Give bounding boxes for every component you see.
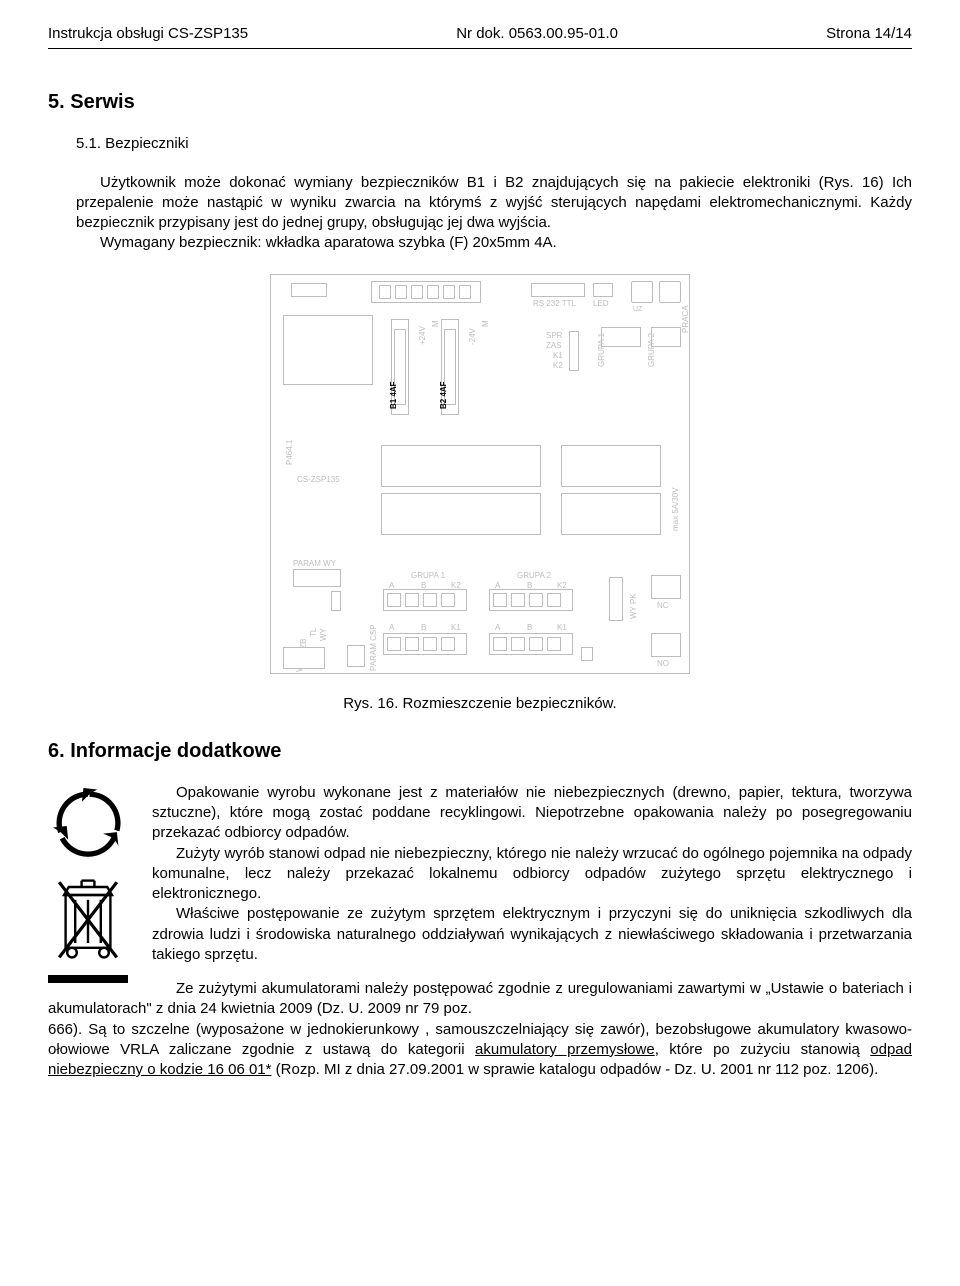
- section-6-p1: Opakowanie wyrobu wykonane jest z materi…: [48, 783, 912, 844]
- pcb-plus24v-label: +24V: [418, 326, 429, 345]
- pcb-praca-label: PRACA: [681, 305, 692, 333]
- pcb-max5a-label: max 5A/30V: [671, 487, 682, 531]
- pcb-p4641-label: P464.1: [285, 439, 296, 464]
- pcb-wy-label: WY: [319, 628, 330, 641]
- pcb-led-label: LED: [593, 299, 609, 310]
- section-6-p4c: akumulatory przemysłowe: [475, 1041, 655, 1058]
- pcb-k2-small-label: K2: [553, 361, 563, 372]
- pcb-minus24v-label: -24V: [468, 328, 479, 345]
- weee-bar-icon: [48, 975, 128, 983]
- section-6-p4d: , które po zużyciu stanowią: [655, 1041, 871, 1058]
- section-6-p4f: (Rozp. MI z dnia 27.09.2001 w sprawie ka…: [272, 1061, 879, 1078]
- pcb-cszsp-label: CS-ZSP135: [297, 475, 340, 486]
- section-6-p2: Zużyty wyrób stanowi odpad nie niebezpie…: [48, 844, 912, 905]
- section-6-title: 6. Informacje dodatkowe: [48, 738, 912, 765]
- pcb-fuse-b1-label: B1 4AF: [389, 381, 400, 409]
- pcb-nc-label: NC: [657, 601, 669, 612]
- pcb-uz-label: UZ: [633, 305, 642, 314]
- header-center: Nr dok. 0563.00.95-01.0: [456, 24, 618, 44]
- figure-caption: Rys. 16. Rozmieszczenie bezpieczników.: [48, 694, 912, 714]
- section-6-p4-lead: Ze zużytymi akumulatorami należy postępo…: [48, 979, 912, 1020]
- pcb-fuse-b2-label: B2 4AF: [439, 381, 450, 409]
- pcb-rs232-label: RS 232 TTL: [533, 299, 576, 310]
- section-5-p2: Wymagany bezpiecznik: wkładka aparatowa …: [76, 233, 912, 253]
- pcb-board: RS 232 TTL LED PRACA UZ B1 4AF +24V M B2…: [270, 274, 690, 674]
- section-6-p3: Właściwe postępowanie ze zużytym sprzęte…: [48, 904, 912, 965]
- pcb-grupa1-v-label: GRUPA 1: [597, 332, 608, 366]
- subsection-5-1-title: 5.1. Bezpieczniki: [76, 134, 912, 154]
- pcb-paramwy-label: PARAM WY: [293, 559, 336, 570]
- section-5-body: Użytkownik może dokonać wymiany bezpiecz…: [76, 173, 912, 254]
- recycle-icons: [48, 783, 138, 983]
- pcb-paramcsp-label: PARAM CSP: [369, 624, 380, 671]
- pcb-grupa1-label: GRUPA 1: [411, 571, 445, 582]
- section-5-title: 5. Serwis: [48, 89, 912, 116]
- page-header: Instrukcja obsługi CS-ZSP135 Nr dok. 056…: [48, 24, 912, 49]
- pcb-m2-label: M: [481, 320, 492, 327]
- section-5-p1: Użytkownik może dokonać wymiany bezpiecz…: [76, 173, 912, 234]
- pcb-wypk-label: WY PK: [629, 593, 640, 619]
- weee-bin-icon: [48, 869, 128, 969]
- pcb-grupa2-label: GRUPA 2: [517, 571, 551, 582]
- pcb-figure: RS 232 TTL LED PRACA UZ B1 4AF +24V M B2…: [48, 274, 912, 674]
- pcb-no-label: NO: [657, 659, 669, 670]
- section-6-body: Opakowanie wyrobu wykonane jest z materi…: [48, 783, 912, 1081]
- pcb-grupa2-v-label: GRUPA 2: [647, 332, 658, 366]
- section-6-p4-rest: 666). Są to szczelne (wyposażone w jedno…: [48, 1020, 912, 1081]
- header-right: Strona 14/14: [826, 24, 912, 44]
- header-left: Instrukcja obsługi CS-ZSP135: [48, 24, 248, 44]
- recycle-arrows-icon: [48, 783, 128, 863]
